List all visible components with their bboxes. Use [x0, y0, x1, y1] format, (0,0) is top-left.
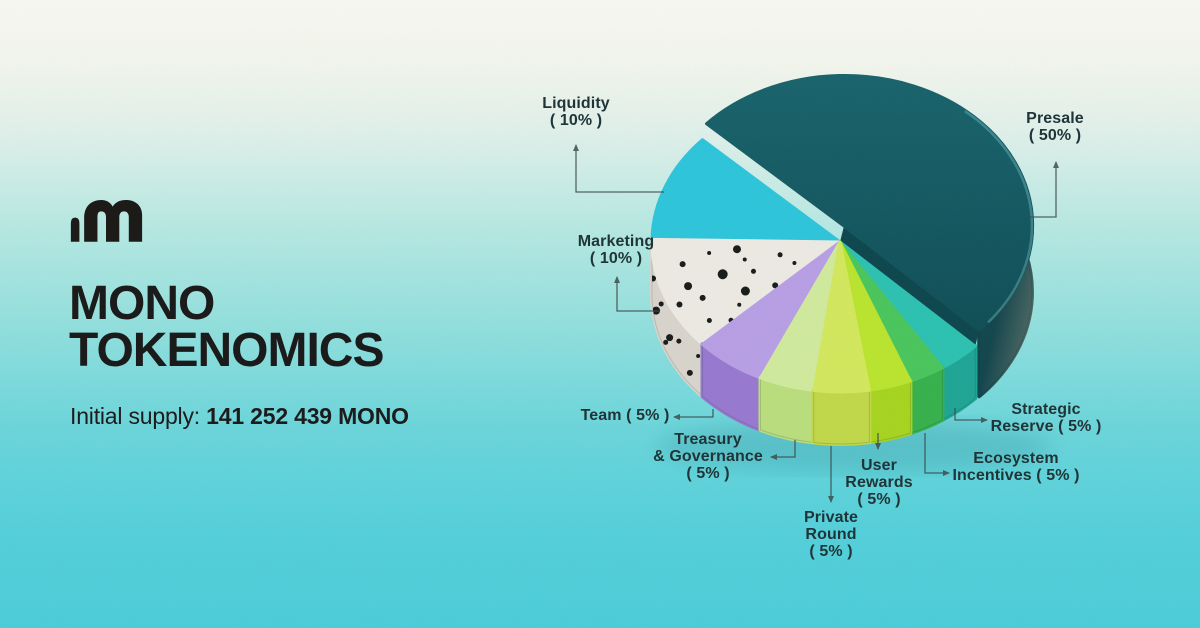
connector-presale — [1030, 161, 1059, 218]
speckle-dot — [684, 282, 693, 291]
callout-line: Presale — [1026, 110, 1084, 127]
connector-liquidity — [573, 144, 664, 193]
callout-liquidity: Liquidity ( 10% ) — [476, 95, 676, 129]
speckle-dot — [717, 269, 728, 280]
speckle-dot — [676, 301, 683, 308]
callout-line: ( 5% ) — [857, 491, 901, 509]
callout-line: Liquidity — [542, 95, 610, 112]
callout-line: Ecosystem — [973, 450, 1059, 467]
callout-line: & Governance — [653, 448, 763, 466]
callout-line: ( 5% ) — [686, 465, 730, 483]
speckle-dot — [666, 334, 674, 342]
speckle-dot — [676, 338, 682, 344]
speckle-dot — [699, 294, 706, 301]
speckle-dot — [686, 369, 693, 376]
speckle-dot — [750, 268, 756, 274]
callout-marketing: Marketing ( 10% ) — [516, 233, 716, 267]
speckle-dot — [706, 318, 712, 324]
callout-presale: Presale ( 50% ) — [955, 110, 1155, 144]
callout-treasury: Treasury & Governance ( 5% ) — [608, 431, 808, 482]
speckle-dot — [737, 302, 742, 307]
callout-line: Team ( 5% ) — [580, 407, 670, 424]
callout-line: ( 10% ) — [589, 250, 643, 268]
callout-line: Reserve ( 5% ) — [990, 418, 1102, 436]
callout-strategic-reserve: Strategic Reserve ( 5% ) — [946, 401, 1146, 435]
callout-line: Private — [803, 509, 859, 526]
callout-line: Incentives ( 5% ) — [952, 467, 1080, 485]
callout-line: ( 10% ) — [549, 112, 603, 130]
speckle-dot — [663, 339, 669, 345]
callout-line: Round — [805, 526, 857, 544]
callout-line: Strategic — [1011, 401, 1081, 418]
callout-line: Marketing — [577, 233, 655, 250]
speckle-dot — [740, 286, 750, 296]
speckle-dot — [777, 252, 783, 258]
callout-line: ( 50% ) — [1028, 127, 1082, 145]
callout-ecosystem-incentives: Ecosystem Incentives ( 5% ) — [916, 450, 1116, 484]
callout-line: ( 5% ) — [809, 543, 853, 561]
speckle-dot — [792, 261, 797, 265]
speckle-dot — [732, 245, 741, 254]
speckle-dot — [696, 354, 701, 359]
callout-private-round: Private Round ( 5% ) — [731, 509, 931, 560]
callout-team: Team ( 5% ) — [525, 407, 725, 424]
pie-slice-side-private — [811, 388, 872, 446]
speckle-dot — [658, 301, 664, 307]
callout-line: Treasury — [674, 431, 742, 448]
speckle-dot — [742, 257, 747, 262]
